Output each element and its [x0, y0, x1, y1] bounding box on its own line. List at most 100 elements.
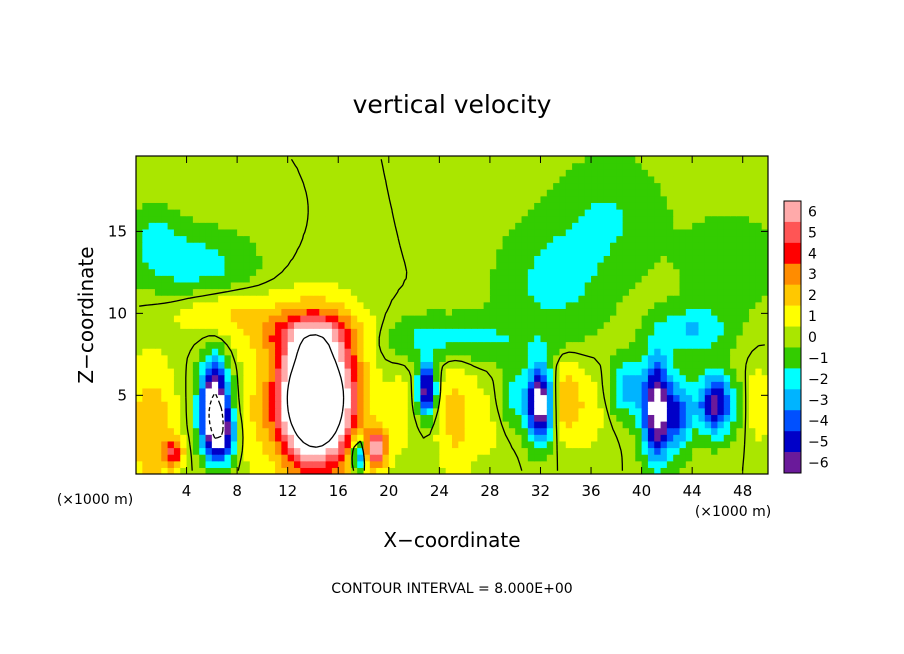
heatmap-cell	[635, 394, 643, 402]
heatmap-cell	[578, 262, 586, 270]
heatmap-cell	[287, 202, 295, 210]
heatmap-cell	[275, 235, 282, 243]
heatmap-cell	[496, 467, 504, 474]
heatmap-cell	[597, 169, 605, 177]
heatmap-cell	[553, 295, 561, 303]
heatmap-cell	[679, 421, 687, 429]
heatmap-cell	[173, 341, 181, 349]
heatmap-cell	[761, 354, 768, 362]
heatmap-cell	[161, 209, 169, 217]
heatmap-cell	[218, 354, 226, 362]
heatmap-cell	[433, 275, 440, 283]
heatmap-cell	[742, 228, 750, 237]
heatmap-cell	[666, 228, 674, 237]
heatmap-cell	[660, 268, 668, 276]
heatmap-cell	[376, 368, 384, 376]
heatmap-cell	[603, 414, 611, 422]
heatmap-cell	[692, 288, 700, 296]
heatmap-cell	[597, 295, 605, 303]
heatmap-cell	[730, 374, 737, 382]
heatmap-cell	[331, 262, 339, 270]
heatmap-cell	[730, 281, 737, 290]
heatmap-cell	[363, 182, 371, 190]
heatmap-cell	[319, 275, 327, 283]
heatmap-cell	[395, 156, 403, 164]
heatmap-cell	[325, 288, 333, 296]
heatmap-cell	[540, 348, 548, 356]
heatmap-cell	[559, 321, 567, 329]
heatmap-cell	[376, 308, 384, 316]
heatmap-cell	[357, 202, 365, 210]
heatmap-cell	[344, 295, 352, 303]
heatmap-cell	[591, 262, 598, 270]
heatmap-cell	[534, 467, 542, 474]
heatmap-cell	[376, 447, 384, 455]
heatmap-cell	[717, 440, 725, 449]
heatmap-cell	[692, 209, 700, 217]
heatmap-cell	[534, 348, 542, 356]
heatmap-cell	[749, 235, 756, 243]
heatmap-cell	[647, 381, 655, 389]
heatmap-cell	[173, 202, 181, 210]
heatmap-cell	[692, 195, 700, 203]
heatmap-cell	[205, 215, 213, 223]
heatmap-cell	[249, 268, 257, 276]
colorbar-swatch	[784, 242, 801, 265]
heatmap-cell	[306, 414, 314, 422]
heatmap-cell	[717, 215, 725, 223]
heatmap-cell	[679, 275, 687, 283]
heatmap-cell	[572, 401, 579, 409]
heatmap-cell	[154, 222, 162, 230]
heatmap-cell	[546, 334, 554, 343]
heatmap-cell	[527, 315, 535, 323]
heatmap-cell	[603, 182, 611, 190]
heatmap-cell	[249, 368, 257, 376]
heatmap-cell	[464, 414, 472, 422]
heatmap-cell	[275, 361, 282, 369]
heatmap-cell	[199, 235, 207, 243]
heatmap-cell	[439, 334, 447, 343]
heatmap-cell	[565, 268, 573, 276]
heatmap-cell	[192, 348, 200, 356]
heatmap-cell	[142, 401, 150, 409]
heatmap-cell	[275, 281, 282, 290]
heatmap-cell	[420, 222, 428, 230]
heatmap-cell	[584, 454, 592, 462]
heatmap-cell	[414, 421, 421, 429]
heatmap-cell	[584, 321, 592, 329]
contour-line	[208, 392, 224, 439]
heatmap-cell	[167, 162, 175, 170]
heatmap-cell	[692, 440, 700, 449]
heatmap-cell	[319, 421, 327, 429]
colorbar-swatch	[784, 368, 801, 390]
heatmap-cell	[635, 288, 643, 296]
heatmap-cell	[711, 407, 719, 415]
heatmap-cell	[698, 407, 706, 415]
heatmap-cell	[287, 235, 295, 243]
heatmap-cell	[692, 394, 700, 402]
heatmap-cell	[205, 228, 213, 237]
heatmap-cell	[426, 394, 434, 402]
heatmap-cell	[477, 467, 485, 474]
heatmap-cell	[369, 281, 377, 290]
heatmap-cell	[477, 215, 485, 223]
heatmap-cell	[211, 315, 219, 323]
heatmap-cell	[224, 242, 232, 250]
heatmap-cell	[388, 434, 396, 442]
heatmap-cell	[237, 387, 245, 396]
heatmap-cell	[553, 248, 561, 256]
heatmap-cell	[502, 288, 510, 296]
heatmap-cell	[641, 427, 649, 435]
heatmap-cell	[180, 275, 188, 283]
heatmap-cell	[350, 248, 358, 256]
heatmap-cell	[136, 361, 143, 369]
heatmap-cell	[420, 301, 428, 309]
heatmap-cell	[249, 301, 257, 309]
heatmap-cell	[616, 235, 624, 243]
heatmap-cell	[610, 262, 617, 270]
heatmap-cell	[369, 262, 377, 270]
heatmap-cell	[439, 401, 447, 409]
heatmap-cell	[673, 288, 681, 296]
heatmap-cell	[249, 156, 257, 164]
heatmap-cell	[395, 374, 403, 382]
